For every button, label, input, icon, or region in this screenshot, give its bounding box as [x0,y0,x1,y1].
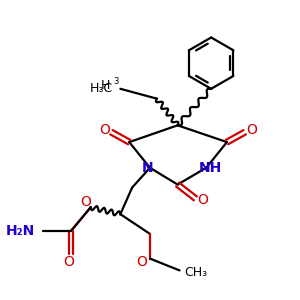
Text: CH₃: CH₃ [184,266,207,279]
Text: H: H [101,79,110,92]
Text: O: O [136,254,148,268]
Text: H₃C: H₃C [89,82,112,95]
Text: O: O [80,195,91,209]
Text: O: O [197,193,208,207]
Text: O: O [99,123,110,137]
Text: N: N [142,161,154,175]
Text: 3: 3 [114,77,119,86]
Text: O: O [64,254,74,268]
Text: H₂N: H₂N [6,224,35,238]
Text: NH: NH [199,161,222,175]
Text: O: O [246,123,257,137]
